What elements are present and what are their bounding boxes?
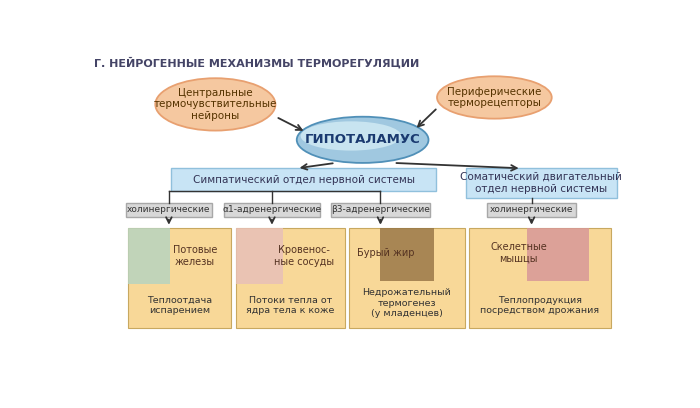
Text: Потовые
железы: Потовые железы	[173, 245, 217, 267]
Ellipse shape	[300, 121, 401, 151]
Bar	[237, 228, 345, 328]
Bar	[469, 228, 610, 328]
Bar	[527, 228, 589, 281]
Text: Соматический двигательный
отдел нервной системы: Соматический двигательный отдел нервной …	[461, 172, 622, 194]
Text: Потоки тепла от
ядра тела к коже: Потоки тепла от ядра тела к коже	[246, 296, 335, 315]
Text: Симпатический отдел нервной системы: Симпатический отдел нервной системы	[193, 175, 414, 185]
Bar	[172, 169, 436, 191]
Bar	[237, 228, 283, 284]
Bar	[128, 228, 231, 328]
Bar	[466, 169, 617, 197]
Text: Скелетные
мышцы: Скелетные мышцы	[490, 242, 547, 264]
Text: Кровенос-
ные сосуды: Кровенос- ные сосуды	[274, 245, 334, 267]
Text: β3-адренергические: β3-адренергические	[331, 205, 430, 214]
Bar	[331, 203, 430, 217]
Ellipse shape	[297, 117, 428, 163]
Text: Г. НЕЙРОГЕННЫЕ МЕХАНИЗМЫ ТЕРМОРЕГУЛЯЦИИ: Г. НЕЙРОГЕННЫЕ МЕХАНИЗМЫ ТЕРМОРЕГУЛЯЦИИ	[94, 57, 419, 68]
Bar	[379, 228, 434, 281]
Text: ГИПОТАЛАМУС: ГИПОТАЛАМУС	[304, 133, 421, 146]
Text: Теплоотдача
испарением: Теплоотдача испарением	[147, 296, 212, 315]
Ellipse shape	[155, 78, 275, 131]
Text: Периферические
терморецепторы: Периферические терморецепторы	[447, 86, 542, 108]
Ellipse shape	[437, 76, 552, 119]
Bar	[349, 228, 465, 328]
Text: α1-адренергические: α1-адренергические	[223, 205, 321, 214]
Bar	[487, 203, 576, 217]
Text: холинергические: холинергические	[127, 205, 211, 214]
Text: Центральные
термочувствительные
нейроны: Центральные термочувствительные нейроны	[154, 88, 277, 121]
Bar	[126, 203, 211, 217]
Bar	[223, 203, 321, 217]
Text: Бурый жир: Бурый жир	[357, 248, 414, 258]
Text: холинергические: холинергические	[490, 205, 573, 214]
Bar	[128, 228, 170, 284]
Text: Теплопродукция
посредством дрожания: Теплопродукция посредством дрожания	[480, 296, 599, 315]
Text: Недрожательный
термогенез
(у младенцев): Недрожательный термогенез (у младенцев)	[363, 288, 452, 318]
